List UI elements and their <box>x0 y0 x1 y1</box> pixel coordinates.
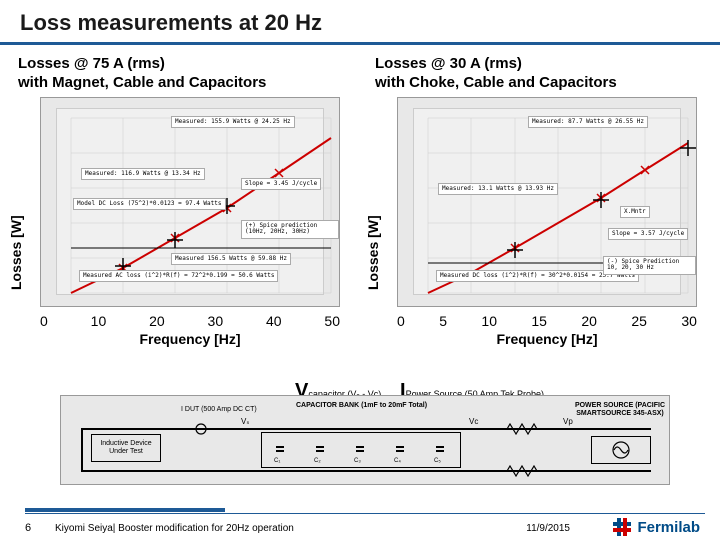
block-diagram: Inductive Device Under Test I DUT (500 A… <box>60 395 670 485</box>
xt: 10 <box>481 313 497 329</box>
ann: Measured 156.5 Watts @ 59.88 Hz <box>171 253 291 266</box>
xt: 15 <box>531 313 547 329</box>
chart-right-ylabel: Losses [W] <box>365 215 381 290</box>
xt: 30 <box>208 313 224 329</box>
cap-icon <box>436 442 444 456</box>
xt: 0 <box>397 313 405 329</box>
bd-inductive: Inductive Device Under Test <box>91 434 161 462</box>
chart-right-plot: Measured: 87.7 Watts @ 26.55 Hz Measured… <box>397 97 697 307</box>
footer: 6 Kiyomi Seiya| Booster modification for… <box>0 500 720 540</box>
chart-left-xticks: 0 10 20 30 40 50 <box>40 313 340 329</box>
xt: 10 <box>91 313 107 329</box>
cap-icon <box>396 442 404 456</box>
xt: 20 <box>581 313 597 329</box>
resistor-icon <box>501 423 541 435</box>
ann: (-) Spice Prediction 10, 20, 30 Hz <box>603 256 696 275</box>
xt: 30 <box>681 313 697 329</box>
bd-power: POWER SOURCE (PACIFIC SMARTSOURCE 345-AS… <box>571 402 669 417</box>
ann: Measured: 87.7 Watts @ 26.55 Hz <box>528 116 648 129</box>
ann: X.Mntr <box>620 206 650 219</box>
node: Vp <box>563 418 573 427</box>
ann: (+) Spice prediction (10Hz, 20Hz, 30Hz) <box>241 220 339 239</box>
logo-text: Fermilab <box>637 519 700 536</box>
footer-text: Kiyomi Seiya| Booster modification for 2… <box>55 523 294 534</box>
chart-left-title-l2: with Magnet, Cable and Capacitors <box>18 74 266 91</box>
resistor-icon <box>501 465 541 477</box>
chart-right-title-l2: with Choke, Cable and Capacitors <box>375 74 617 91</box>
bd-power-frame <box>591 436 651 464</box>
footer-date: 11/9/2015 <box>526 523 570 534</box>
cap-lbl: C₃ <box>354 458 361 465</box>
page-number: 6 <box>25 522 31 534</box>
chart-right-xlabel: Frequency [Hz] <box>397 331 697 347</box>
ct-icon <box>193 422 209 436</box>
cap-lbl: C₁ <box>274 458 280 465</box>
cap-icon <box>356 442 364 456</box>
node: Vc <box>469 418 478 427</box>
fermilab-mark-icon <box>611 518 633 536</box>
bd-idut: I DUT (500 Amp DC CT) <box>181 406 257 414</box>
chart-right-title: Losses @ 30 A (rms) with Choke, Cable an… <box>375 55 715 93</box>
ann: Measured AC loss (i^2)*R(f) = 72^2*0.199… <box>79 270 278 283</box>
chart-right: Losses @ 30 A (rms) with Choke, Cable an… <box>375 55 715 347</box>
chart-left-ylabel: Losses [W] <box>8 215 24 290</box>
cap-icon <box>316 442 324 456</box>
xt: 50 <box>324 313 340 329</box>
slide-title: Loss measurements at 20 Hz <box>20 10 322 36</box>
cap-lbl: C₄ <box>394 458 401 465</box>
bd-capbank: CAPACITOR BANK (1mF to 20mF Total) <box>296 402 427 410</box>
cap-lbl: C₅ <box>434 458 441 465</box>
node: Vₛ <box>241 418 249 427</box>
cap-lbl: C₂ <box>314 458 321 465</box>
ann: Slope = 3.57 J/cycle <box>608 228 688 241</box>
xt: 5 <box>439 313 447 329</box>
xt: 25 <box>631 313 647 329</box>
chart-left-xlabel: Frequency [Hz] <box>40 331 340 347</box>
ann: Slope = 3.45 J/cycle <box>241 178 321 191</box>
ann: Measured: 13.1 Watts @ 13.93 Hz <box>438 183 558 196</box>
ann: Measured: 155.9 Watts @ 24.25 Hz <box>171 116 295 129</box>
cap-icon <box>276 442 284 456</box>
chart-left: Losses @ 75 A (rms) with Magnet, Cable a… <box>18 55 358 347</box>
ann: Model DC Loss (75^2)*0.0123 = 97.4 Watts <box>73 198 226 211</box>
sine-icon <box>606 440 636 460</box>
chart-left-title: Losses @ 75 A (rms) with Magnet, Cable a… <box>18 55 358 93</box>
xt: 0 <box>40 313 48 329</box>
footer-line <box>25 513 705 514</box>
xt: 40 <box>266 313 282 329</box>
chart-right-xticks: 0 5 10 15 20 25 30 <box>397 313 697 329</box>
chart-left-title-l1: Losses @ 75 A (rms) <box>18 55 165 72</box>
chart-right-title-l1: Losses @ 30 A (rms) <box>375 55 522 72</box>
title-underline <box>0 42 720 45</box>
fermilab-logo: Fermilab <box>611 518 700 536</box>
chart-left-plot: Measured: 155.9 Watts @ 24.25 Hz Measure… <box>40 97 340 307</box>
ann: Measured: 116.9 Watts @ 13.34 Hz <box>81 168 205 181</box>
xt: 20 <box>149 313 165 329</box>
footer-accent <box>25 508 225 512</box>
